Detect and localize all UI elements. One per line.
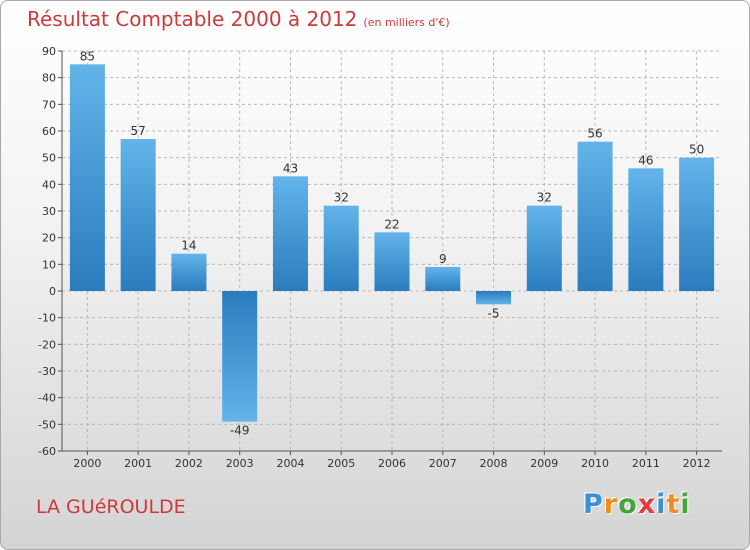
bar-2005 — [323, 205, 359, 291]
town-name: LA GUéROULDE — [36, 496, 186, 518]
bar-2004 — [272, 176, 308, 291]
y-tick-label: 30 — [42, 205, 56, 218]
y-tick-label: 90 — [42, 45, 56, 58]
y-tick-label: -20 — [38, 338, 56, 351]
labels: 9080706050403020100-10-20-30-40-50-60852… — [38, 45, 711, 470]
value-label-2009: 32 — [537, 191, 552, 205]
y-tick-label: 70 — [42, 98, 56, 111]
value-label-2002: 14 — [181, 239, 196, 253]
value-label-2006: 22 — [384, 217, 399, 231]
x-tick-label: 2002 — [175, 457, 203, 470]
logo-letter: P — [583, 489, 604, 520]
y-tick-label: 40 — [42, 178, 56, 191]
x-tick-label: 2006 — [378, 457, 406, 470]
bar-2009 — [526, 205, 562, 291]
axes — [58, 50, 722, 455]
y-tick-label: 60 — [42, 125, 56, 138]
value-label-2005: 32 — [334, 191, 349, 205]
bar-2010 — [577, 141, 613, 291]
value-label-2004: 43 — [283, 161, 298, 175]
x-tick-label: 2005 — [327, 457, 355, 470]
y-tick-label: -10 — [38, 312, 56, 325]
bar-2011 — [628, 168, 664, 291]
bar-2000 — [69, 64, 105, 291]
value-label-2003: -49 — [230, 424, 250, 438]
bar-2001 — [120, 139, 156, 291]
bar-2007 — [425, 267, 461, 291]
x-tick-label: 2011 — [632, 457, 660, 470]
y-tick-label: -40 — [38, 392, 56, 405]
chart-title: Résultat Comptable 2000 à 2012 — [27, 7, 358, 31]
y-tick-label: 0 — [49, 285, 56, 298]
logo-letter: o — [618, 489, 638, 520]
y-tick-label: 50 — [42, 152, 56, 165]
bar-2012 — [679, 157, 715, 291]
logo-letter: i — [656, 489, 667, 520]
x-tick-label: 2007 — [429, 457, 457, 470]
logo-letter: x — [637, 489, 657, 520]
value-label-2008: -5 — [488, 306, 500, 320]
x-tick-label: 2001 — [124, 457, 152, 470]
value-label-2007: 9 — [439, 252, 447, 266]
logo-letter: i — [680, 489, 691, 520]
y-tick-label: -50 — [38, 418, 56, 431]
x-tick-label: 2003 — [226, 457, 254, 470]
bar-2002 — [171, 253, 207, 291]
proxiti-logo: Proxiti — [583, 489, 691, 520]
x-tick-label: 2008 — [480, 457, 508, 470]
bar-2006 — [374, 232, 410, 291]
y-tick-label: 20 — [42, 232, 56, 245]
y-tick-label: -30 — [38, 365, 56, 378]
value-label-2011: 46 — [638, 153, 653, 167]
value-label-2001: 57 — [131, 124, 146, 138]
bar-2008 — [476, 291, 512, 305]
title-row: Résultat Comptable 2000 à 2012 (en millie… — [27, 7, 450, 31]
bar-2003 — [222, 291, 258, 422]
y-tick-label: 80 — [42, 72, 56, 85]
chart-subtitle: (en milliers d'€) — [363, 16, 450, 29]
x-tick-label: 2009 — [530, 457, 558, 470]
x-tick-label: 2000 — [73, 457, 101, 470]
y-tick-label: -60 — [38, 445, 56, 458]
logo-letter: r — [603, 489, 619, 520]
value-label-2012: 50 — [689, 143, 704, 157]
y-tick-label: 10 — [42, 258, 56, 271]
value-label-2010: 56 — [587, 127, 602, 141]
logo-letter: t — [666, 489, 681, 520]
value-label-2000: 85 — [80, 49, 95, 63]
x-tick-label: 2004 — [276, 457, 304, 470]
x-tick-label: 2010 — [581, 457, 609, 470]
x-tick-label: 2012 — [683, 457, 711, 470]
bars — [69, 64, 715, 422]
